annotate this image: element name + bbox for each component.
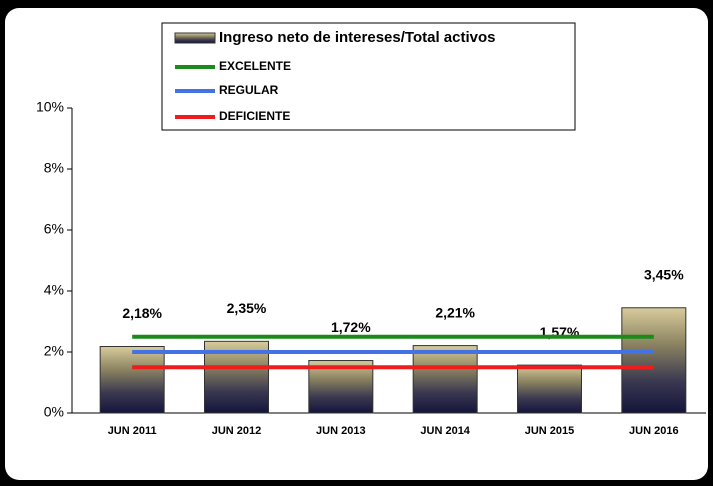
y-tick-label: 2% bbox=[44, 343, 64, 359]
legend-label: REGULAR bbox=[219, 83, 279, 97]
x-tick-label: JUN 2014 bbox=[420, 425, 470, 437]
x-tick-label: JUN 2016 bbox=[629, 425, 679, 437]
data-label: 2,35% bbox=[227, 300, 267, 316]
legend-box bbox=[161, 22, 576, 131]
data-label: 1,72% bbox=[331, 319, 371, 335]
data-label: 2,21% bbox=[435, 304, 475, 320]
y-tick-label: 6% bbox=[44, 221, 64, 237]
data-label: 2,18% bbox=[122, 305, 162, 321]
x-tick-label: JUN 2012 bbox=[212, 425, 262, 437]
legend-label: DEFICIENTE bbox=[219, 109, 290, 123]
bar bbox=[621, 307, 687, 414]
bar bbox=[99, 346, 165, 414]
x-tick-label: JUN 2011 bbox=[108, 425, 157, 437]
y-tick-label: 10% bbox=[36, 99, 64, 115]
bar bbox=[308, 360, 374, 414]
bar bbox=[517, 364, 582, 414]
bar bbox=[412, 345, 478, 414]
x-tick-label: JUN 2015 bbox=[525, 425, 575, 437]
legend-label: Ingreso neto de intereses/Total activos bbox=[219, 29, 495, 46]
legend-swatch bbox=[174, 32, 216, 44]
legend-label: EXCELENTE bbox=[219, 59, 291, 73]
x-tick-label: JUN 2013 bbox=[316, 425, 366, 437]
y-tick-label: 8% bbox=[44, 160, 64, 176]
y-tick-label: 0% bbox=[44, 404, 64, 420]
data-label: 3,45% bbox=[644, 266, 684, 282]
y-tick-label: 4% bbox=[44, 282, 64, 298]
